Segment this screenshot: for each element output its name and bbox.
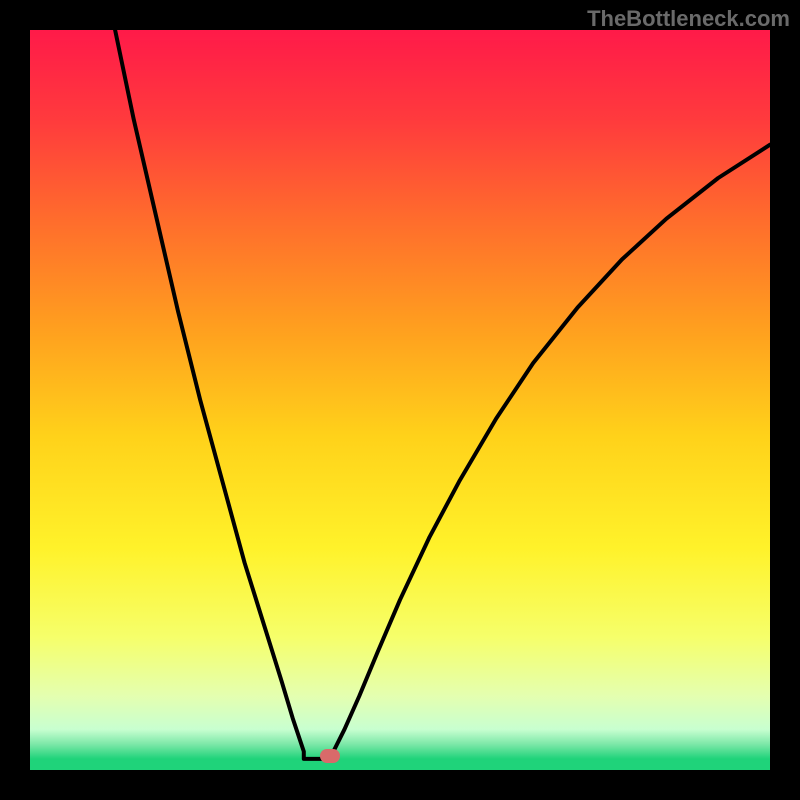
minimum-marker — [320, 749, 340, 763]
watermark-text: TheBottleneck.com — [587, 6, 790, 32]
bottleneck-curve — [30, 30, 770, 770]
plot-area — [30, 30, 770, 770]
chart-container: TheBottleneck.com — [0, 0, 800, 800]
curve-path — [115, 30, 770, 759]
